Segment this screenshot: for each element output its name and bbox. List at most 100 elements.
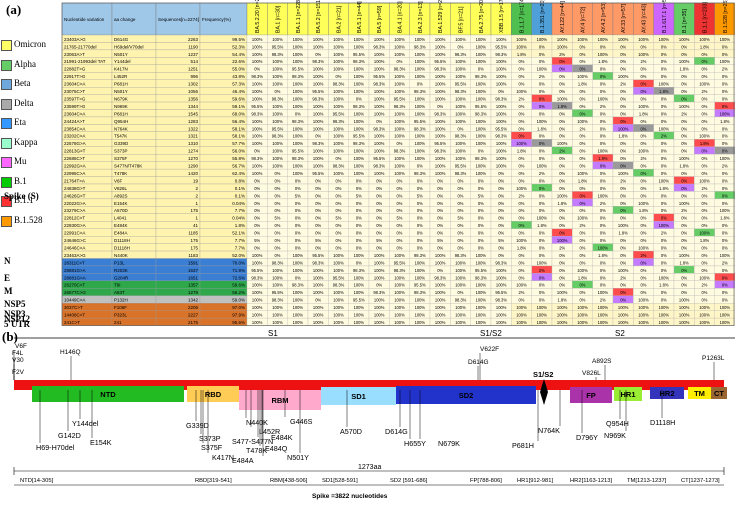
lineage-cell-text: 95.5%	[373, 74, 385, 79]
lineage-cell-text: 0%	[702, 59, 708, 64]
lineage-cell-text: 1.8%	[517, 149, 527, 154]
lineage-cell-text: 100%	[394, 74, 405, 79]
mutation-label: V826L	[582, 370, 601, 377]
table-cell-text: 24646G>C	[64, 238, 87, 243]
lineage-cell-text: 0%	[722, 44, 728, 49]
table-cell-text: 175	[190, 208, 198, 213]
lineage-cell-text: 100%	[272, 82, 283, 87]
header-cell	[111, 2, 157, 36]
lineage-cell-text: 0%	[600, 260, 606, 265]
domain-label: SD2	[459, 391, 474, 400]
lineage-cell-text: 100%	[435, 320, 446, 325]
lineage-cell-text: 100%	[252, 44, 263, 49]
lineage-cell-text: 100%	[476, 37, 487, 42]
table-cell-text: L4041	[114, 216, 127, 221]
lineage-cell-text: 0%	[275, 171, 281, 176]
lineage-cell-text: 0%	[315, 208, 321, 213]
lineage-cell-text: 100%	[354, 305, 365, 310]
table-cell-text: 14408C>T	[64, 313, 85, 318]
lineage-cell-text: 100%	[435, 164, 446, 169]
lineage-cell-text: 100%	[293, 126, 304, 131]
header-label: Frequency(%)	[202, 17, 231, 22]
lineage-cell-text: 100%	[252, 89, 263, 94]
lineage-cell-text: 100%	[435, 253, 446, 258]
table-cell-text: T547K	[114, 134, 127, 139]
lineage-cell-text: 0%	[620, 149, 626, 154]
table-cell-text: 23202C>A	[64, 134, 85, 139]
lineage-cell-text: 0%	[275, 89, 281, 94]
mutation-label: N679K	[438, 439, 460, 448]
lineage-cell-text: 98.3%	[475, 275, 487, 280]
lineage-cell-text: 0%	[600, 268, 606, 273]
lineage-cell-text: 100%	[333, 268, 344, 273]
lineage-cell-text: 0%	[519, 260, 525, 265]
lineage-cell-text: 0%	[275, 245, 281, 250]
lineage-cell-text: 100%	[272, 37, 283, 42]
lineage-cell-text: 100%	[252, 96, 263, 101]
table-cell-text: 23063A>T	[64, 52, 85, 57]
lineage-cell-text: 100%	[496, 164, 507, 169]
lineage-cell-text: 0%	[336, 223, 342, 228]
lineage-cell-text: 0%	[661, 245, 667, 250]
lineage-cell-text: 95.5%	[495, 290, 507, 295]
lineage-cell-text: 100%	[354, 313, 365, 318]
lineage-cell-text: 0%	[376, 223, 382, 228]
lineage-cell-text: 100%	[516, 186, 527, 191]
lineage-cell-text: 0%	[275, 208, 281, 213]
lineage-cell-text: 100%	[618, 305, 629, 310]
lineage-cell-text: 0%	[661, 171, 667, 176]
lineage-cell-text: 100%	[293, 305, 304, 310]
lineage-cell-text: 0%	[580, 231, 586, 236]
lineage-cell-text: 0%	[600, 231, 606, 236]
lineage-cell-text: 0%	[580, 134, 586, 139]
legend-item: Eta	[0, 114, 58, 132]
lineage-cell-text: 0%	[315, 178, 321, 183]
legend-item: Alpha	[0, 56, 58, 74]
lineage-cell-text: 2%	[600, 298, 606, 303]
lineage-cell-text: 0%	[519, 178, 525, 183]
table-cell-text: 57.3%	[232, 82, 245, 87]
lineage-cell-text: 100%	[354, 290, 365, 295]
lineage-cell-text: 98.3%	[333, 82, 345, 87]
table-cell-text: 56.4%	[232, 119, 245, 124]
domain-label: RBD	[205, 390, 222, 399]
lineage-cell-text: 0%	[458, 186, 464, 191]
lineage-cell-text: 100%	[577, 268, 588, 273]
lineage-cell-text: 100%	[313, 283, 324, 288]
mutation-label: S375F	[201, 443, 223, 452]
lineage-cell-text: 100%	[720, 156, 731, 161]
lineage-cell-text: 0%	[641, 193, 647, 198]
table-cell-text: 241	[114, 320, 122, 325]
lineage-cell-text: 100%	[496, 111, 507, 116]
lineage-cell-text: 0%	[254, 231, 260, 236]
lineage-cell-text: 100%	[577, 313, 588, 318]
s1s2-mid-label: S1/S2	[533, 370, 553, 379]
lineage-cell-text: 0%	[661, 96, 667, 101]
lineage-cell-text: 0%	[397, 245, 403, 250]
lineage-cell-text: 100%	[679, 305, 690, 310]
lineage-cell-text: 0%	[681, 82, 687, 87]
lineage-cell-text: 0%	[498, 186, 504, 191]
region-label: 5'UTR	[4, 319, 31, 329]
lineage-cell-text: 1.8%	[618, 231, 628, 236]
lineage-cell-text: 100%	[435, 134, 446, 139]
table-cell-text: 68.0%	[232, 111, 245, 116]
domain-label: SD1	[351, 392, 366, 401]
lineage-cell-text: 100%	[455, 283, 466, 288]
lineage-cell-text: 98.3%	[495, 96, 507, 101]
lineage-cell-text: 100%	[293, 268, 304, 273]
lineage-cell-text: 100%	[374, 298, 385, 303]
lineage-cell-text: 0%	[539, 141, 545, 146]
lineage-cell-text: 98.3%	[312, 59, 324, 64]
lineage-cell-text: 1.8%	[517, 52, 527, 57]
lineage-cell-text: 100%	[333, 126, 344, 131]
mutation-label: V30	[12, 357, 24, 364]
lineage-header-label: BA.5.2 [n=151]	[316, 0, 322, 33]
lineage-cell-text: 100%	[252, 141, 263, 146]
lineage-cell-text: 100%	[313, 44, 324, 49]
lineage-cell-text: 0%	[661, 67, 667, 72]
lineage-cell-text: 0%	[437, 223, 443, 228]
table-cell-text: 1637	[188, 268, 199, 273]
lineage-cell-text: 0%	[417, 82, 423, 87]
lineage-cell-text: 0%	[254, 149, 260, 154]
